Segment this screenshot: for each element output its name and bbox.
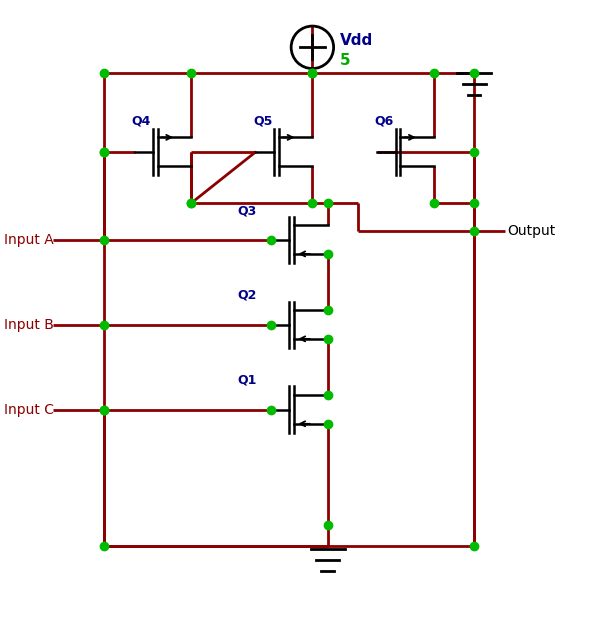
Text: 5: 5 <box>340 53 350 68</box>
Text: Input C: Input C <box>4 403 54 417</box>
Text: Input A: Input A <box>4 233 54 247</box>
Text: Q6: Q6 <box>375 115 393 128</box>
Text: Q1: Q1 <box>238 374 257 387</box>
Text: Q5: Q5 <box>253 115 272 128</box>
Text: Q4: Q4 <box>132 115 151 128</box>
Text: Q2: Q2 <box>238 289 257 302</box>
Text: Vdd: Vdd <box>340 32 373 48</box>
Text: Input B: Input B <box>4 318 54 332</box>
Text: Output: Output <box>508 224 556 238</box>
Text: Q3: Q3 <box>238 204 257 217</box>
